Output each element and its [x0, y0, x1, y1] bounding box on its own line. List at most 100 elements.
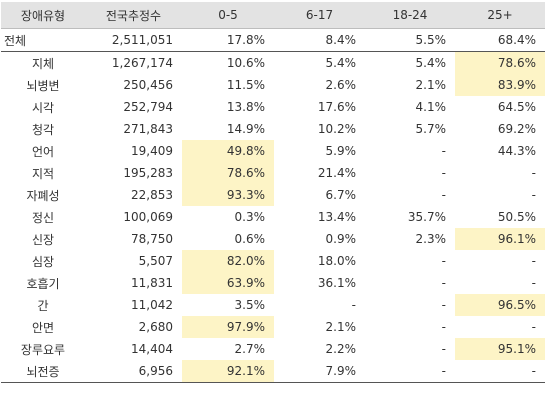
estimated-count-cell: 2,680	[138, 320, 173, 334]
percent-cell: 10.6%	[226, 56, 265, 70]
disability-type-cell: 언어	[31, 144, 55, 159]
table-row: 언어 19,409 49.8% 5.9% - 44.3%	[1, 140, 545, 162]
disability-type-cell: 지적	[31, 166, 55, 181]
percent-cell: -	[441, 298, 446, 312]
percent-cell: 4.1%	[415, 100, 447, 114]
percent-cell: 6.7%	[325, 188, 357, 202]
total-value: 17.8%	[182, 28, 274, 52]
table-row: 심장 5,507 82.0% 18.0% - -	[1, 250, 545, 272]
highlighted-percent-cell: 96.5%	[455, 294, 545, 316]
percent-cell: 5.4%	[325, 56, 357, 70]
disability-type-cell: 안면	[31, 320, 55, 335]
estimated-count-cell: 19,409	[131, 144, 173, 158]
highlighted-percent-cell: 97.9%	[182, 316, 274, 338]
percent-cell: 2.3%	[415, 232, 447, 246]
percent-cell: 0.6%	[234, 232, 266, 246]
percent-cell: 13.4%	[317, 210, 356, 224]
highlighted-percent-cell: 92.1%	[182, 360, 274, 383]
disability-type-cell: 지체	[31, 56, 55, 71]
estimated-count-cell: 1,267,174	[111, 56, 173, 70]
total-value: 68.4%	[455, 28, 545, 52]
percent-cell: 64.5%	[497, 100, 536, 114]
disability-type-cell: 신장	[31, 232, 55, 247]
percent-cell: 0.9%	[325, 232, 357, 246]
estimated-count-cell: 11,831	[131, 276, 173, 290]
percent-cell: -	[455, 360, 545, 383]
disability-type-cell: 호흡기	[26, 276, 60, 291]
highlighted-percent-cell: 49.8%	[182, 140, 274, 162]
percent-cell: 2.1%	[325, 320, 357, 334]
percent-cell: 14.9%	[226, 122, 265, 136]
table-row: 시각 252,794 13.8% 17.6% 4.1% 64.5%	[1, 96, 545, 118]
total-label: 전체	[1, 28, 85, 52]
percent-cell: 36.1%	[317, 276, 356, 290]
disability-age-table-container: 장애유형 전국추정수 0-5 6-17 18-24 25+ 전체 2,511,0…	[1, 2, 545, 383]
table-row: 지적 195,283 78.6% 21.4% - -	[1, 162, 545, 184]
disability-type-cell: 청각	[31, 122, 55, 137]
estimated-count-cell: 78,750	[131, 232, 173, 246]
header-cell: 0-5	[182, 2, 274, 29]
disability-type-cell: 심장	[31, 254, 55, 269]
percent-cell: 11.5%	[226, 78, 265, 92]
percent-cell: 2.2%	[325, 342, 357, 356]
total-value: 5.5%	[365, 28, 455, 52]
percent-cell: 69.2%	[497, 122, 536, 136]
table-row: 신장 78,750 0.6% 0.9% 2.3% 96.1%	[1, 228, 545, 250]
table-body: 전체 2,511,051 17.8% 8.4% 5.5% 68.4% 지체 1,2…	[1, 28, 545, 383]
percent-cell: -	[531, 276, 536, 290]
header-cell: 25+	[455, 2, 545, 29]
highlighted-percent-cell: 83.9%	[455, 74, 545, 96]
disability-type-cell: 뇌전증	[1, 360, 85, 383]
percent-cell: -	[365, 360, 455, 383]
table-row: 지체 1,267,174 10.6% 5.4% 5.4% 78.6%	[1, 51, 545, 74]
disability-type-cell: 정신	[31, 210, 55, 225]
percent-cell: 10.2%	[317, 122, 356, 136]
highlighted-percent-cell: 63.9%	[182, 272, 274, 294]
percent-cell: -	[531, 188, 536, 202]
header-cell: 6-17	[274, 2, 365, 29]
percent-cell: 21.4%	[317, 166, 356, 180]
percent-cell: 35.7%	[407, 210, 446, 224]
disability-type-cell: 자폐성	[26, 188, 60, 203]
percent-cell: -	[351, 298, 356, 312]
header-cell: 전국추정수	[85, 2, 182, 29]
total-count: 2,511,051	[85, 28, 182, 52]
percent-cell: 44.3%	[497, 144, 536, 158]
highlighted-percent-cell: 78.6%	[182, 162, 274, 184]
highlighted-percent-cell: 82.0%	[182, 250, 274, 272]
percent-cell: 13.8%	[226, 100, 265, 114]
total-row: 전체 2,511,051 17.8% 8.4% 5.5% 68.4%	[1, 28, 545, 52]
table-row: 청각 271,843 14.9% 10.2% 5.7% 69.2%	[1, 118, 545, 140]
estimated-count-cell: 6,956	[85, 360, 182, 383]
percent-cell: 17.6%	[317, 100, 356, 114]
header-cell: 18-24	[365, 2, 455, 29]
estimated-count-cell: 11,042	[131, 298, 173, 312]
table-row: 안면 2,680 97.9% 2.1% - -	[1, 316, 545, 338]
percent-cell: -	[441, 144, 446, 158]
highlighted-percent-cell: 78.6%	[455, 51, 545, 74]
estimated-count-cell: 22,853	[131, 188, 173, 202]
percent-cell: -	[441, 166, 446, 180]
header-cell: 장애유형	[1, 2, 85, 29]
table-row: 장루요루 14,404 2.7% 2.2% -95.1%	[1, 338, 545, 360]
percent-cell: -	[531, 254, 536, 268]
percent-cell: -	[441, 320, 446, 334]
disability-type-cell: 뇌병변	[26, 78, 60, 93]
table-row: 자폐성 22,853 93.3% 6.7% - -	[1, 184, 545, 206]
percent-cell: -	[441, 188, 446, 202]
percent-cell: 2.1%	[415, 78, 447, 92]
estimated-count-cell: 195,283	[123, 166, 173, 180]
percent-cell: -	[441, 276, 446, 290]
highlighted-percent-cell: 96.1%	[455, 228, 545, 250]
estimated-count-cell: 252,794	[123, 100, 173, 114]
percent-cell: 0.3%	[234, 210, 266, 224]
disability-type-cell: 간	[37, 298, 49, 313]
table-row: 간 11,042 3.5% - -96.5%	[1, 294, 545, 316]
disability-age-table: 장애유형 전국추정수 0-5 6-17 18-24 25+ 전체 2,511,0…	[1, 2, 545, 383]
total-value: 8.4%	[274, 28, 365, 52]
header-row: 장애유형 전국추정수 0-5 6-17 18-24 25+	[1, 2, 545, 29]
percent-cell: 18.0%	[317, 254, 356, 268]
percent-cell: 5.7%	[415, 122, 447, 136]
percent-cell: 3.5%	[234, 298, 266, 312]
percent-cell: -	[531, 166, 536, 180]
